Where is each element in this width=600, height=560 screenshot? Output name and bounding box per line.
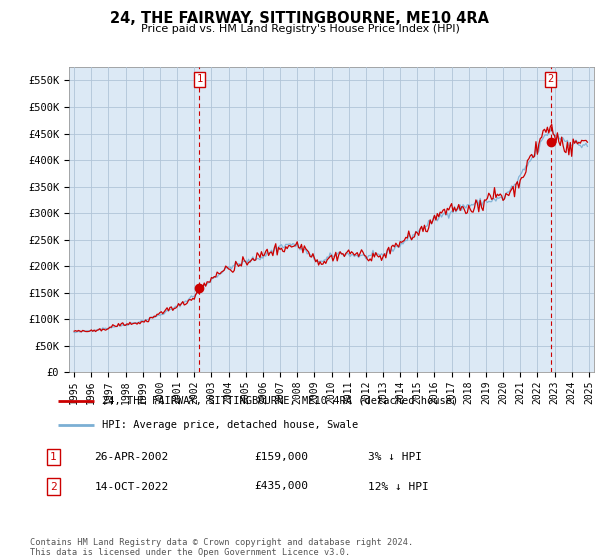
Text: 14-OCT-2022: 14-OCT-2022 <box>94 482 169 492</box>
Text: 24, THE FAIRWAY, SITTINGBOURNE, ME10 4RA (detached house): 24, THE FAIRWAY, SITTINGBOURNE, ME10 4RA… <box>102 396 458 406</box>
Text: 24, THE FAIRWAY, SITTINGBOURNE, ME10 4RA: 24, THE FAIRWAY, SITTINGBOURNE, ME10 4RA <box>110 11 490 26</box>
Text: 1: 1 <box>196 74 203 85</box>
Text: 2: 2 <box>50 482 56 492</box>
Text: Contains HM Land Registry data © Crown copyright and database right 2024.
This d: Contains HM Land Registry data © Crown c… <box>30 538 413 557</box>
Text: 1: 1 <box>50 452 56 462</box>
Text: 12% ↓ HPI: 12% ↓ HPI <box>368 482 428 492</box>
Text: £435,000: £435,000 <box>254 482 308 492</box>
Text: £159,000: £159,000 <box>254 452 308 462</box>
Text: HPI: Average price, detached house, Swale: HPI: Average price, detached house, Swal… <box>102 420 358 430</box>
Text: 26-APR-2002: 26-APR-2002 <box>94 452 169 462</box>
Text: Price paid vs. HM Land Registry's House Price Index (HPI): Price paid vs. HM Land Registry's House … <box>140 24 460 34</box>
Text: 2: 2 <box>548 74 554 85</box>
Text: 3% ↓ HPI: 3% ↓ HPI <box>368 452 422 462</box>
